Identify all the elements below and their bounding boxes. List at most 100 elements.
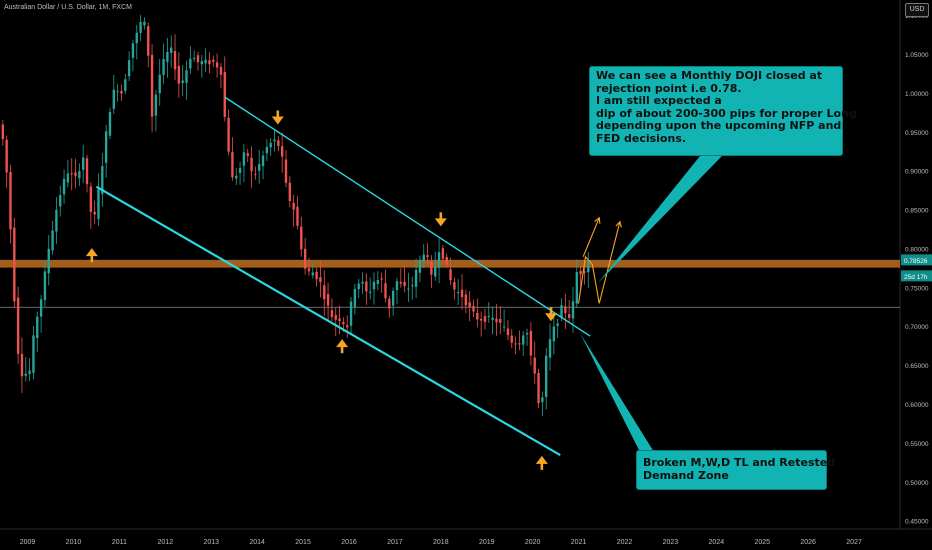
arrow-down-icon [545, 313, 558, 322]
candle-body [514, 343, 517, 345]
candle-body [104, 131, 108, 163]
y-tick-label: 0.50000 [905, 480, 929, 487]
projection-arrowhead [594, 216, 601, 224]
candle-body [62, 178, 66, 195]
y-tick-label: 0.75000 [905, 285, 929, 292]
candle-body [518, 343, 521, 345]
candle-body [36, 316, 39, 339]
countdown-value: 25d 17h [904, 274, 928, 281]
candle-body [445, 256, 448, 265]
x-tick-label: 2016 [341, 539, 357, 546]
candle-body [418, 259, 422, 273]
currency-badge[interactable]: USD [905, 3, 929, 17]
candle-body [108, 111, 112, 136]
chart-header-title: Australian Dollar / U.S. Dollar, 1M, FXC… [4, 4, 132, 11]
candle-body [319, 277, 322, 283]
arrow-up-icon [535, 455, 548, 464]
projection-path [578, 221, 621, 304]
candle-body [487, 315, 490, 317]
candle-body [311, 272, 314, 276]
candle-body [376, 280, 380, 284]
x-tick-label: 2026 [800, 539, 816, 546]
candle-body [43, 271, 47, 301]
x-tick-label: 2013 [203, 539, 219, 546]
candle-body [541, 397, 544, 403]
candle-body [560, 305, 563, 318]
candle-body [39, 299, 43, 317]
x-tick-label: 2025 [754, 539, 770, 546]
candle-body [181, 80, 184, 83]
y-tick-label: 1.00000 [905, 91, 929, 98]
candle-body [59, 195, 62, 207]
candle-body [372, 281, 376, 290]
annotation-callout-demand-zone: Broken M,W,D TL and Retested Demand Zone [636, 450, 835, 490]
candle-body [82, 157, 85, 170]
candle-body [437, 252, 441, 268]
candle-body [139, 21, 142, 33]
projection-arrowhead [615, 220, 622, 228]
x-tick-label: 2011 [112, 539, 127, 546]
support-zone-band [0, 259, 900, 268]
candle-body [250, 157, 253, 172]
candle-body [587, 261, 590, 273]
x-tick-label: 2022 [617, 539, 633, 546]
candle-body [556, 323, 559, 327]
candle-body [5, 139, 8, 173]
candle-body [571, 301, 575, 319]
projection-path [582, 217, 600, 257]
candle-body [246, 153, 249, 156]
candle-body [441, 248, 445, 259]
trendline-lower-channel [95, 185, 561, 457]
y-tick-label: 0.95000 [905, 130, 929, 137]
candle-body [16, 297, 20, 354]
candle-body [457, 292, 460, 294]
candle-body [93, 211, 96, 215]
candle-body [47, 248, 50, 274]
candle-body [51, 230, 54, 251]
y-tick-label: 0.80000 [905, 246, 929, 253]
candle-body [449, 269, 452, 281]
candle-body [529, 330, 533, 356]
candle-body [564, 306, 567, 314]
candle-body [185, 70, 188, 83]
annotation-line: depending upon the upcoming NFP and [596, 119, 842, 133]
candle-body [189, 58, 192, 69]
candle-body [223, 72, 226, 117]
candle-body [292, 202, 295, 210]
candle-body [204, 59, 207, 64]
candle-body [361, 281, 364, 284]
candle-body [277, 140, 280, 147]
candle-body [78, 170, 81, 179]
candle-body [552, 326, 556, 342]
candle-body [242, 152, 246, 166]
candle-body [74, 172, 77, 177]
candle-body [434, 266, 437, 277]
x-tick-label: 2021 [571, 539, 587, 546]
candle-body [124, 79, 127, 91]
candle-body [177, 65, 181, 84]
candle-body [112, 89, 115, 109]
candle-body [85, 158, 89, 185]
candle-body [20, 353, 24, 377]
candle-body [479, 318, 483, 321]
candle-body [300, 226, 303, 250]
y-tick-label: 0.90000 [905, 169, 929, 176]
candle-body [269, 142, 272, 148]
candle-body [273, 139, 276, 142]
x-tick-label: 2014 [249, 539, 265, 546]
annotation-line: Demand Zone [643, 469, 729, 482]
candle-body [575, 272, 578, 304]
candle-body [154, 94, 158, 116]
y-tick-label: 0.65000 [905, 363, 929, 370]
candle-body [307, 268, 311, 272]
candle-body [533, 357, 536, 374]
candle-body [353, 289, 357, 307]
candle-body [120, 91, 123, 94]
candle-body [296, 206, 299, 226]
candle-body [70, 173, 73, 175]
candle-body [254, 174, 257, 176]
candle-body [368, 291, 372, 293]
candle-body [323, 285, 326, 300]
candle-body [388, 298, 391, 309]
